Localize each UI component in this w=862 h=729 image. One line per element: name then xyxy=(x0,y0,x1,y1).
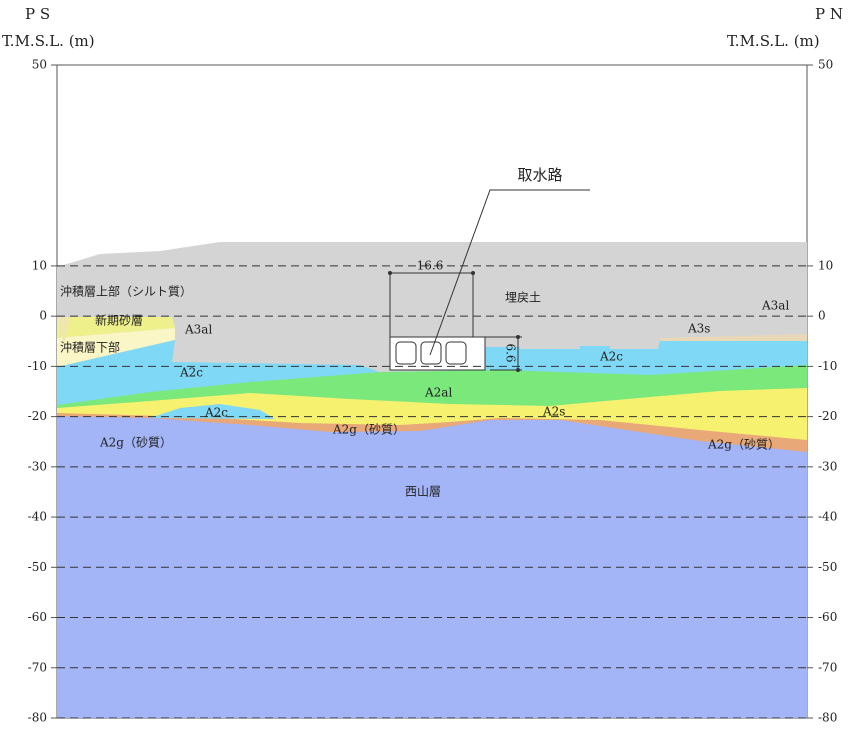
right-section: P N xyxy=(815,5,843,23)
left-tick-label: -20 xyxy=(28,409,47,423)
right-tick-label: 10 xyxy=(818,258,833,272)
structure xyxy=(389,189,590,371)
sand-new xyxy=(57,317,175,338)
layer-label: A3s xyxy=(687,322,710,336)
nishiyama xyxy=(57,416,807,718)
right-tick-label: -30 xyxy=(818,459,837,473)
layer-label: A2al xyxy=(424,386,452,400)
right-tick-label: -60 xyxy=(818,610,837,624)
layer-label: A3al xyxy=(184,323,212,337)
layer-label: A2g（砂質） xyxy=(99,435,172,450)
layer-label: 沖積層下部 xyxy=(60,340,120,355)
left-tick-label: -50 xyxy=(28,560,47,574)
layer-label: 新期砂層 xyxy=(95,313,143,328)
width-label: 16.6 xyxy=(417,259,444,273)
left-tick-label: 50 xyxy=(32,58,47,72)
structure-name: 取水路 xyxy=(517,166,562,184)
layer-label: A2g（砂質） xyxy=(707,437,780,452)
layer-label: A2g（砂質） xyxy=(332,422,405,437)
left-tick-label: -10 xyxy=(28,359,47,373)
layer-label: A2c xyxy=(179,366,203,380)
left-tick-label: -30 xyxy=(28,459,47,473)
left-tick-label: -70 xyxy=(28,660,47,674)
right-tick-label: -80 xyxy=(818,711,837,725)
left-unit: T.M.S.L. (m) xyxy=(2,32,95,50)
layer-label: A2c xyxy=(599,350,623,364)
layer-label: A2c xyxy=(204,406,228,420)
left-tick-label: 10 xyxy=(32,258,47,272)
layer-label: 西山層 xyxy=(405,485,441,499)
layer-label: 埋戻土 xyxy=(505,291,541,305)
right-unit: T.M.S.L. (m) xyxy=(727,32,820,50)
left-tick-label: -40 xyxy=(28,510,47,524)
left-tick-label: -80 xyxy=(28,711,47,725)
right-tick-label: -70 xyxy=(818,660,837,674)
layer-label: A2s xyxy=(542,405,565,419)
right-tick-label: 50 xyxy=(818,58,833,72)
right-tick-label: -20 xyxy=(818,409,837,423)
layer-label: 沖積層上部（シルト質） xyxy=(60,284,192,299)
alluvial-lower xyxy=(57,328,175,367)
layer-label: A3al xyxy=(761,299,789,313)
right-tick-label: -40 xyxy=(818,510,837,524)
a3s-right xyxy=(660,334,807,341)
left-tick-label: -60 xyxy=(28,610,47,624)
height-label: 6.6 xyxy=(504,343,518,362)
right-tick-label: 0 xyxy=(818,309,826,323)
left-section: P S xyxy=(25,5,50,23)
lens-a2c xyxy=(150,404,275,419)
left-tick-label: 0 xyxy=(39,309,47,323)
a3al-left xyxy=(57,317,70,345)
right-tick-label: -10 xyxy=(818,359,837,373)
right-tick-label: -50 xyxy=(818,560,837,574)
